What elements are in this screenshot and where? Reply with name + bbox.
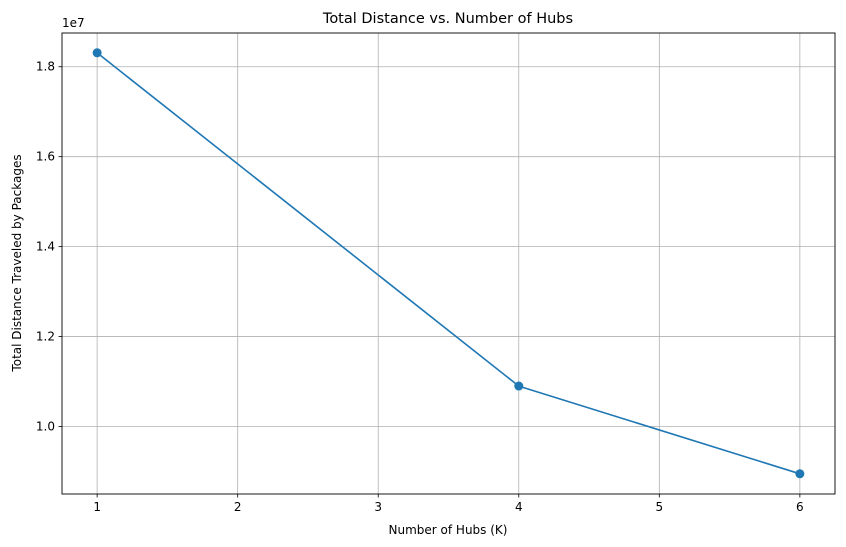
- data-point-marker: [92, 48, 102, 58]
- x-tick-label: 4: [515, 500, 523, 514]
- x-tick-label: 1: [93, 500, 101, 514]
- y-tick-label: 1.4: [36, 240, 55, 254]
- data-point-marker: [514, 381, 524, 391]
- x-tick-label: 2: [234, 500, 242, 514]
- data-point-marker: [795, 469, 805, 479]
- plot-frame: [61, 32, 836, 495]
- x-tick-label: 3: [374, 500, 382, 514]
- y-tick-label: 1.6: [36, 150, 55, 164]
- x-tick-label: 6: [796, 500, 804, 514]
- chart-title: Total Distance vs. Number of Hubs: [322, 11, 573, 27]
- x-axis: 1 2 3 4 5 6: [93, 494, 804, 514]
- y-offset-label: 1e7: [62, 16, 85, 30]
- y-axis-label: Total Distance Traveled by Packages: [10, 154, 24, 372]
- y-tick-label: 1.2: [36, 330, 55, 344]
- y-tick-label: 1.0: [36, 420, 55, 434]
- grid-lines: [62, 33, 835, 494]
- y-axis: 1.0 1.2 1.4 1.6 1.8: [36, 60, 62, 434]
- x-tick-label: 5: [655, 500, 663, 514]
- x-axis-label: Number of Hubs (K): [389, 523, 508, 537]
- y-tick-label: 1.8: [36, 60, 55, 74]
- series-layer: [92, 48, 805, 479]
